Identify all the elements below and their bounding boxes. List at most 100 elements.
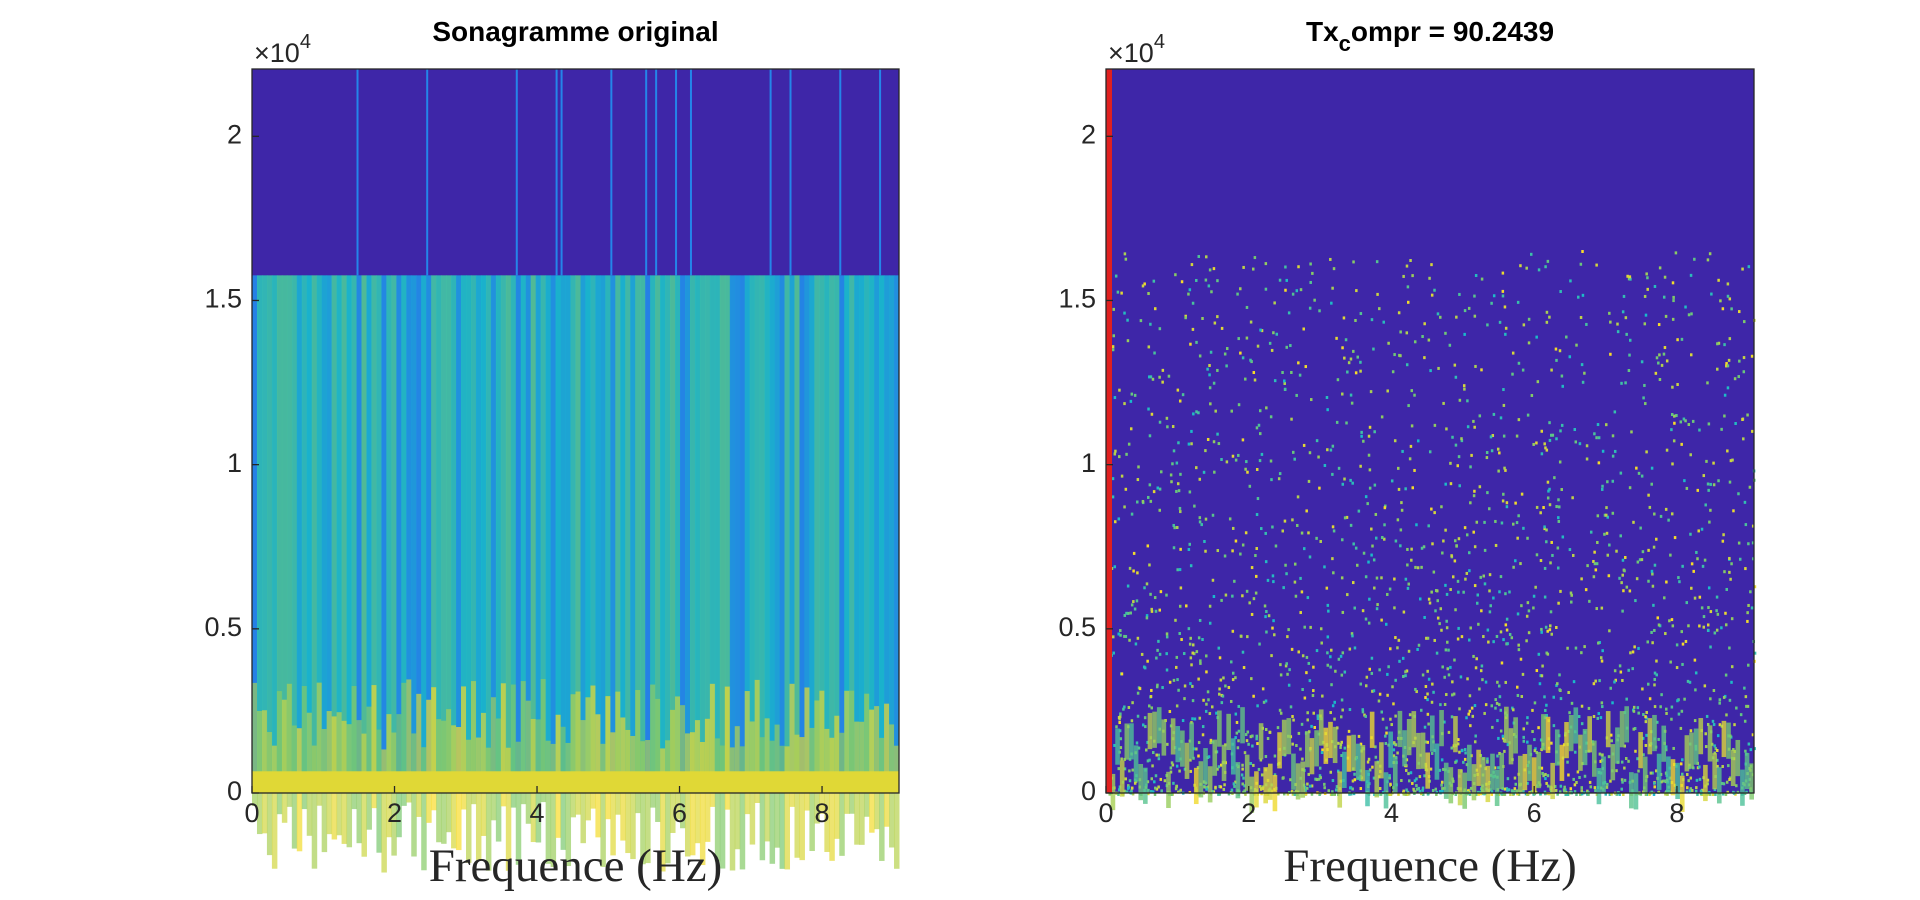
spectrogram-dot (1434, 589, 1438, 593)
spectrogram-dot (1127, 706, 1131, 710)
spectrogram-dot (1337, 657, 1341, 661)
spectrogram-dot (1699, 792, 1703, 796)
spectrogram-dot (1355, 289, 1358, 293)
spectrogram-dot (1642, 753, 1645, 757)
spectrogram-dot (1430, 751, 1434, 755)
spectrogram-dot (1246, 730, 1250, 734)
spectrogram-dot (1176, 568, 1179, 572)
spectrogram-dot (1331, 286, 1334, 290)
spectrogram-dot (1488, 507, 1491, 511)
spectrogram-dot (1408, 779, 1411, 783)
spectrogram-dot (1431, 542, 1434, 546)
spectrogram-dot (1216, 767, 1219, 771)
spectrogram-dot (1305, 509, 1308, 513)
spectrogram-dot (1514, 559, 1517, 563)
spectrogram-band (1531, 757, 1537, 794)
spectrogram-dot (1460, 437, 1463, 441)
spectrogram-dot (1599, 656, 1603, 660)
spectrogram-dot (1680, 337, 1684, 341)
spectrogram-dot (1219, 763, 1223, 767)
spectrogram-dot (1525, 721, 1529, 725)
spectrogram-dot (1517, 648, 1521, 652)
spectrogram-dot (1287, 311, 1291, 315)
spectrogram-dot (1432, 690, 1435, 694)
spectrogram-dot (1152, 751, 1155, 755)
spectrogram-dot (1132, 600, 1135, 604)
spectrogram-band (1504, 706, 1509, 743)
spectrogram-dot (1435, 792, 1438, 796)
spectrogram-low (839, 732, 845, 856)
spectrogram-dot (1393, 741, 1396, 745)
spectrogram-dot (1696, 766, 1700, 770)
spectrogram-column (650, 275, 656, 794)
spectrogram-dot (1259, 328, 1262, 332)
spectrogram-dot (1417, 786, 1421, 790)
spectrogram-column (545, 275, 552, 794)
spectrogram-dot (1146, 659, 1149, 663)
spectrogram-dot (1136, 636, 1140, 640)
spectrogram-dot (1231, 549, 1234, 553)
spectrogram-dot (1373, 430, 1376, 434)
spectrogram-dot (1330, 683, 1333, 687)
spectrogram-dot (1726, 282, 1730, 286)
spectrogram-dot (1709, 508, 1712, 512)
spectrogram-dot (1496, 754, 1499, 758)
spectrogram-dot (1441, 787, 1444, 791)
spectrogram-dot (1621, 609, 1624, 613)
spectrogram-dot (1673, 414, 1676, 418)
spectrogram-dot (1654, 371, 1658, 375)
spectrogram-dot (1443, 675, 1446, 679)
spectrogram-dot (1716, 342, 1719, 346)
spectrogram-dot (1621, 678, 1624, 682)
spectrogram-dot (1361, 708, 1365, 712)
spectrogram-dot (1512, 790, 1516, 794)
spectrogram-dot (1737, 310, 1741, 314)
spectrogram-dot (1426, 692, 1429, 696)
spectrogram-dot (1700, 606, 1704, 610)
spectrogram-band (1508, 728, 1514, 765)
spectrogram-dot (1578, 442, 1582, 446)
spectrogram-dot (1717, 479, 1720, 483)
spectrogram-dot (1237, 729, 1241, 733)
spectrogram-dot (1260, 792, 1263, 796)
spectrogram-dot (1368, 667, 1372, 671)
spectrogram-dot (1585, 457, 1589, 461)
spectrogram-dot (1644, 743, 1648, 747)
spectrogram-dot (1573, 783, 1577, 787)
spectrogram-column (704, 275, 711, 794)
spectrogram-dot (1323, 463, 1327, 467)
spectrogram-dot (1174, 665, 1178, 669)
y-tick-label: 1.5 (204, 284, 242, 314)
spectrogram-dot (1130, 392, 1134, 396)
spectrogram-dot (1619, 670, 1623, 674)
spectrogram-dot (1209, 738, 1213, 742)
spectrogram-dot (1424, 696, 1427, 700)
spectrogram-dot (1713, 788, 1717, 792)
spectrogram-dot (1160, 789, 1163, 793)
spectrogram-dot (1557, 516, 1560, 520)
spectrogram-dot (1636, 560, 1640, 564)
spectrogram-dot (1222, 787, 1226, 791)
spectrogram-dot (1136, 478, 1140, 482)
spectrogram-dot (1663, 275, 1667, 279)
spectrogram-dot (1288, 668, 1291, 672)
spectrogram-dot (1526, 536, 1529, 540)
spectrogram-dot (1411, 781, 1414, 785)
spectrogram-dot (1205, 702, 1208, 706)
spectrogram-dot (1473, 489, 1476, 493)
spectrogram-dot (1219, 785, 1223, 789)
spectrogram-dot (1120, 757, 1123, 761)
spectrogram-dot (1237, 403, 1241, 407)
spectrogram-dot (1608, 543, 1611, 547)
spectrogram-dot (1506, 743, 1510, 747)
spectrogram-low (729, 747, 736, 871)
spectrogram-dot (1398, 659, 1401, 663)
spectrogram-column (431, 275, 437, 794)
spectrogram-dot (1367, 560, 1370, 564)
spectrogram-dot (1557, 519, 1561, 523)
spectrogram-dot (1571, 496, 1574, 500)
spectrogram-dot (1378, 787, 1382, 791)
spectrogram-dot (1202, 470, 1206, 474)
spectrogram-dot (1148, 434, 1152, 438)
spectrogram-dot (1120, 474, 1124, 478)
